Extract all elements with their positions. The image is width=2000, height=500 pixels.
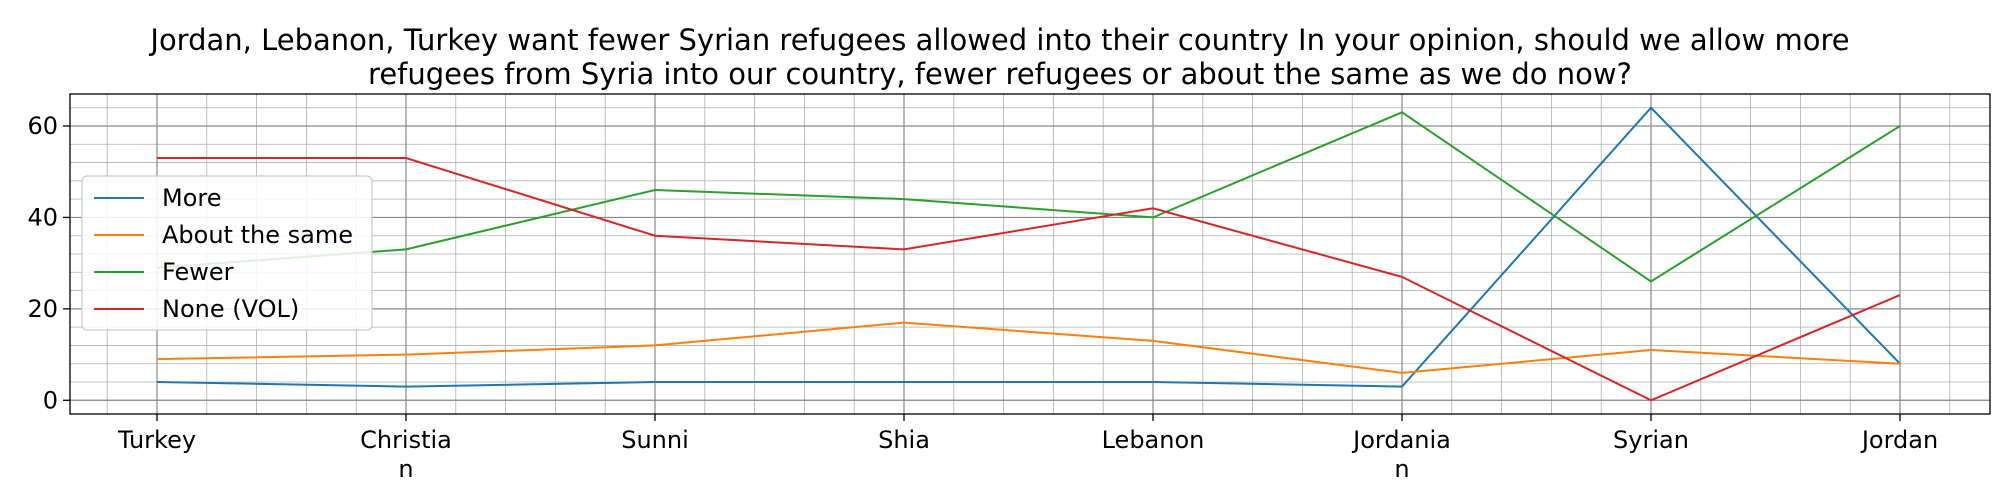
- series-line-fewer: [156, 111, 1901, 283]
- y-tick-label: 20: [27, 295, 58, 323]
- x-tick-label: Lebanon: [1102, 426, 1205, 454]
- y-tick-label: 0: [43, 386, 58, 414]
- legend-label: More: [162, 184, 222, 212]
- x-tick-label: Christia n: [360, 426, 452, 483]
- x-tick-label: Sunni: [621, 426, 689, 454]
- chart-title-line-1: Jordan, Lebanon, Turkey want fewer Syria…: [148, 23, 1849, 57]
- legend-label: About the same: [162, 221, 353, 249]
- legend-label: None (VOL): [162, 295, 299, 323]
- series-line-none-vol: [157, 157, 1901, 402]
- x-tick-label: Jordan: [1860, 426, 1938, 454]
- x-tick-label: Syrian: [1613, 426, 1689, 454]
- legend-label: Fewer: [162, 258, 234, 286]
- series-line-about-the-same: [156, 321, 1901, 374]
- x-tick-label: Shia: [878, 426, 930, 454]
- y-tick-label: 60: [27, 112, 58, 140]
- y-tick-label: 40: [27, 203, 58, 231]
- x-tick-label: Turkey: [117, 426, 196, 454]
- chart-title-line-2: refugees from Syria into our country, fe…: [368, 57, 1632, 91]
- plot-frame: [69, 93, 1991, 415]
- plot-area: 0 20 40 60 Turkey Christia n Sunni Shia Lebanon Jo…: [27, 93, 1991, 483]
- x-tick-label: Jordania n: [1351, 426, 1451, 483]
- legend-box: [81, 175, 373, 331]
- series-line-more: [156, 106, 1901, 388]
- legend: More About the same Fewer None (VOL): [81, 175, 373, 331]
